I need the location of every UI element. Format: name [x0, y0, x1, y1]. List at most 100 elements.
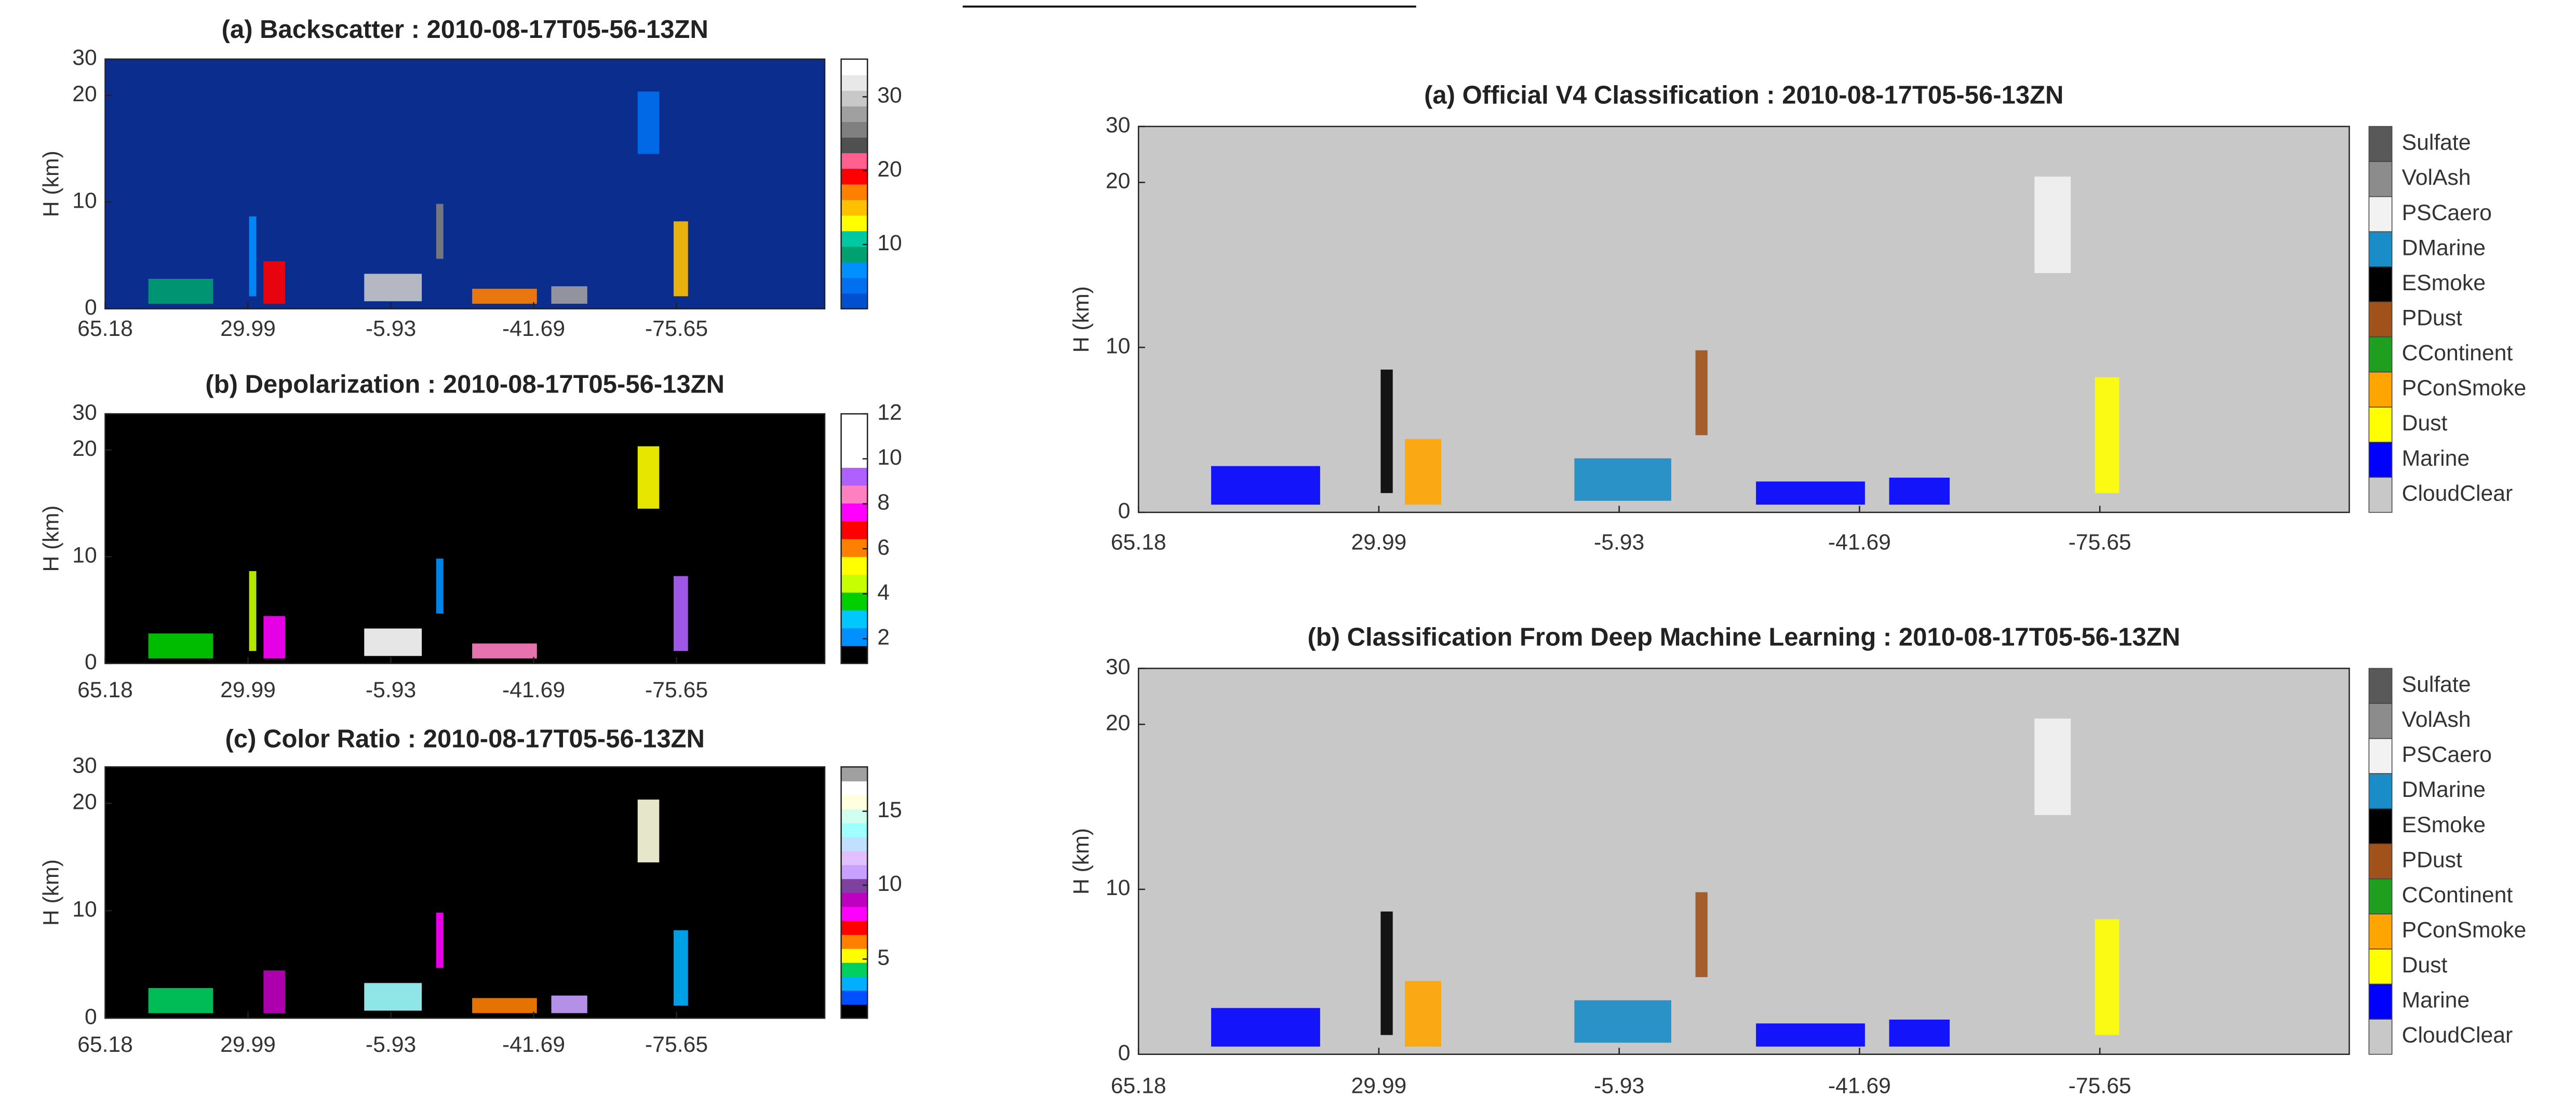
colorbar-segment [841, 153, 868, 169]
feature [472, 643, 537, 659]
feature [1211, 1008, 1320, 1047]
legend-swatch [2368, 266, 2393, 303]
colorbar-segment [841, 431, 868, 450]
colorbar-frame [840, 58, 868, 309]
colorbar-segment [841, 976, 868, 991]
legend-label: CloudClear [2402, 481, 2513, 506]
x-tick-label: 65.18 [77, 678, 133, 702]
colorbar-tick-label: 10 [877, 231, 902, 255]
legend-label: CloudClear [2402, 1023, 2513, 1048]
y-axis-label: H (km) [1069, 828, 1094, 895]
y-tick-label: 10 [72, 897, 97, 922]
plot-background [105, 767, 825, 1019]
feature [637, 446, 660, 509]
colorbar-tick-label: 20 [877, 157, 902, 182]
colorbar-segment [841, 521, 868, 539]
y-tick-label: 0 [1118, 498, 1131, 523]
x-tick-label: 29.99 [1351, 1073, 1406, 1097]
chart-title: (b) Depolarization : 2010-08-17T05-56-13… [205, 370, 725, 398]
feature [364, 274, 422, 302]
feature [472, 998, 537, 1013]
x-tick-label: -41.69 [1828, 1073, 1891, 1097]
y-tick-label: 20 [72, 436, 97, 461]
x-tick-label: 29.99 [220, 316, 276, 341]
feature [436, 912, 444, 968]
y-tick-label: 10 [72, 543, 97, 568]
y-tick-label: 20 [72, 790, 97, 815]
feature [1574, 458, 1671, 501]
feature [263, 616, 285, 659]
colorbar-segment [841, 293, 868, 309]
feature [1889, 1019, 1950, 1047]
feature [1695, 350, 1708, 436]
legend-label: CContinent [2402, 883, 2513, 908]
plot-frame [104, 413, 826, 665]
plot-frame [104, 766, 826, 1019]
x-tick-label: -5.93 [366, 1032, 416, 1057]
x-tick-label: -41.69 [1828, 530, 1891, 554]
feature [364, 628, 422, 656]
feature [1380, 911, 1393, 1035]
x-tick-label: 65.18 [77, 316, 133, 341]
feature [148, 633, 213, 659]
legend-label: Sulfate [2402, 672, 2471, 697]
x-tick-label: -75.65 [645, 316, 708, 341]
y-axis-label: H (km) [1069, 286, 1094, 353]
feature [1405, 981, 1441, 1047]
colorbar-frame [840, 413, 868, 665]
legend-label: VolAsh [2402, 165, 2471, 190]
chart-title: (a) Backscatter : 2010-08-17T05-56-13ZN [222, 16, 708, 44]
feature [674, 221, 688, 296]
legend-swatch [2368, 371, 2393, 408]
x-tick-label: 65.18 [77, 1032, 133, 1057]
legend-swatch [2368, 773, 2393, 809]
colorbar-segment [841, 574, 868, 593]
feature [2095, 919, 2119, 1035]
x-tick-label: -75.65 [645, 678, 708, 702]
colorbar-segment [841, 645, 868, 664]
colorbar-segment [841, 794, 868, 809]
x-tick-label: -41.69 [502, 1032, 565, 1057]
colorbar-tick-label: 10 [877, 445, 902, 470]
x-tick-label: 65.18 [1111, 530, 1166, 554]
colorbar-segment [841, 503, 868, 522]
y-tick-label: 10 [72, 188, 97, 213]
colorbar-segment [841, 934, 868, 949]
y-tick-label: 10 [1106, 875, 1130, 900]
y-tick-label: 30 [1106, 113, 1130, 138]
feature [263, 261, 285, 304]
feature [551, 641, 587, 659]
colorbar-segment [841, 962, 868, 977]
legend-swatch [2368, 441, 2393, 478]
legend-swatch [2368, 983, 2393, 1020]
colorbar-segment [841, 850, 868, 865]
feature [1889, 478, 1950, 505]
feature [2034, 177, 2071, 274]
colorbar-segment [841, 906, 868, 921]
y-tick-label: 20 [72, 82, 97, 106]
feature [436, 558, 444, 614]
legend-label: PConSmoke [2402, 376, 2527, 401]
y-tick-label: 0 [85, 295, 97, 320]
legend-label: DMarine [2402, 235, 2486, 260]
legend-swatch [2368, 808, 2393, 845]
colorbar-segment [841, 592, 868, 611]
x-tick-label: -5.93 [1594, 530, 1644, 554]
feature [1756, 481, 1865, 505]
x-tick-label: -75.65 [2069, 530, 2131, 554]
legend-label: CContinent [2402, 341, 2513, 365]
plot-background [1138, 668, 2350, 1054]
y-axis-label: H (km) [39, 859, 64, 926]
legend-swatch [2368, 703, 2393, 739]
legend-label: Marine [2402, 988, 2470, 1013]
y-tick-label: 0 [85, 1004, 97, 1029]
legend-label: Dust [2402, 953, 2448, 978]
colorbar-segment [841, 1004, 868, 1019]
y-axis-label: H (km) [39, 151, 64, 217]
feature [148, 278, 213, 304]
x-tick-label: -5.93 [366, 316, 416, 341]
colorbar-tick-label: 8 [877, 490, 890, 515]
legend-label: PSCaero [2402, 742, 2492, 767]
feature [472, 289, 537, 304]
colorbar-frame [840, 766, 868, 1019]
